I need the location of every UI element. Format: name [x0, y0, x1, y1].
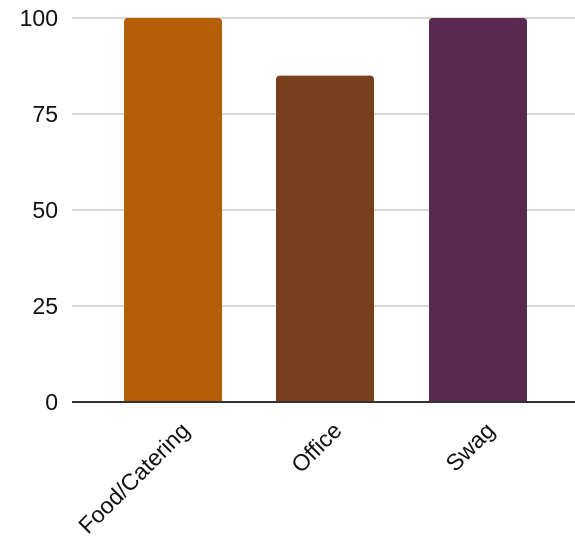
bar-swag [429, 18, 527, 402]
y-tick-label: 0 [45, 389, 58, 415]
bars [124, 18, 527, 402]
x-tick-label: Food/Catering [73, 417, 194, 538]
y-tick-label: 50 [32, 197, 58, 223]
y-axis-ticks: 0 25 50 75 100 [20, 5, 58, 415]
x-tick-label: Office [286, 417, 347, 478]
bar-food-catering [124, 18, 222, 402]
bar-office [276, 75, 374, 402]
y-tick-label: 25 [32, 293, 58, 319]
x-tick-label: Swag [440, 417, 499, 476]
y-tick-label: 75 [32, 101, 58, 127]
x-axis-labels: Food/Catering Office Swag [73, 417, 499, 538]
y-tick-label: 100 [20, 5, 58, 31]
